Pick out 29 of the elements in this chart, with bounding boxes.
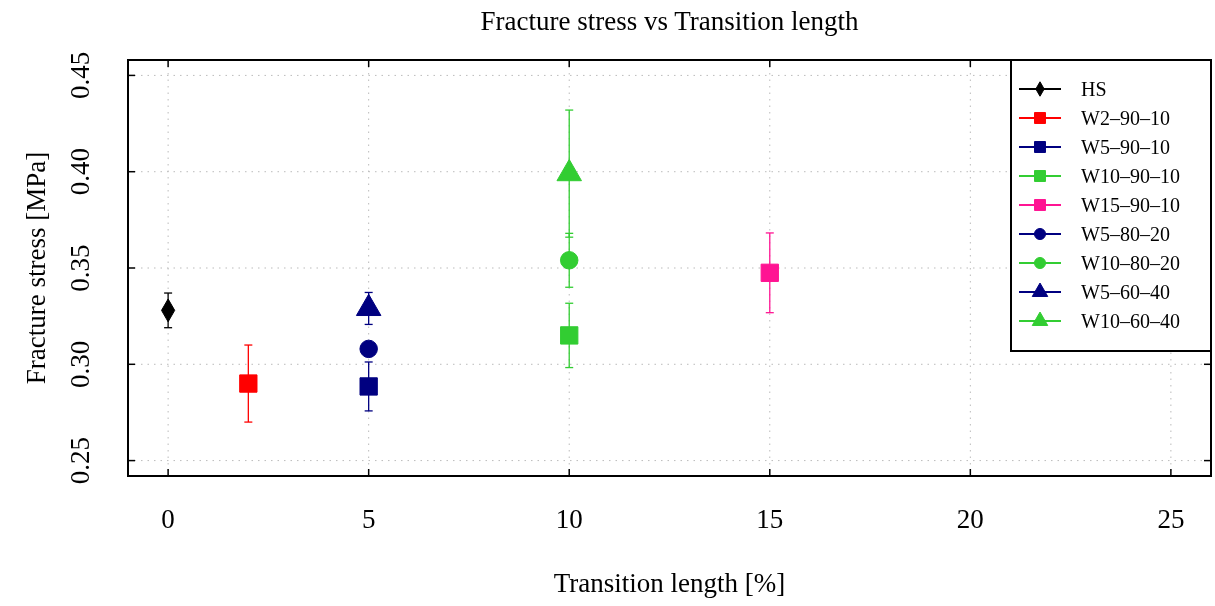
chart-title: Fracture stress vs Transition length	[480, 6, 859, 36]
x-tick-label: 5	[361, 504, 376, 534]
point	[239, 374, 258, 393]
legend-label: W10–90–10	[1081, 165, 1180, 187]
y-axis-title: Fracture stress [MPa]	[21, 151, 51, 385]
legend-label: W15–90–10	[1081, 194, 1180, 216]
y-tick-label: 0.35	[65, 244, 95, 292]
y-tick-label: 0.45	[65, 51, 95, 100]
legend-label: W5–80–20	[1081, 223, 1170, 245]
legend-label: W10–80–20	[1081, 252, 1180, 274]
legend-label: W5–90–10	[1081, 136, 1170, 158]
point	[560, 326, 579, 345]
x-tick-label: 25	[1157, 504, 1185, 534]
legend-label: W10–60–40	[1081, 310, 1180, 332]
legend-label: HS	[1081, 78, 1107, 100]
x-tick-label: 10	[555, 504, 583, 534]
y-tick-label: 0.40	[65, 148, 95, 196]
x-tick-label: 20	[956, 504, 984, 534]
point	[559, 251, 579, 270]
x-tick-label: 15	[756, 504, 784, 534]
y-tick-label: 0.30	[65, 340, 95, 388]
x-tick-label: 0	[161, 504, 175, 534]
point	[760, 263, 779, 282]
legend-label: W5–60–40	[1081, 281, 1170, 303]
x-axis-title: Transition length [%]	[553, 568, 786, 598]
legend-label: W2–90–10	[1081, 107, 1170, 129]
point	[359, 339, 378, 359]
y-tick-label: 0.25	[65, 436, 95, 485]
point	[359, 377, 378, 396]
